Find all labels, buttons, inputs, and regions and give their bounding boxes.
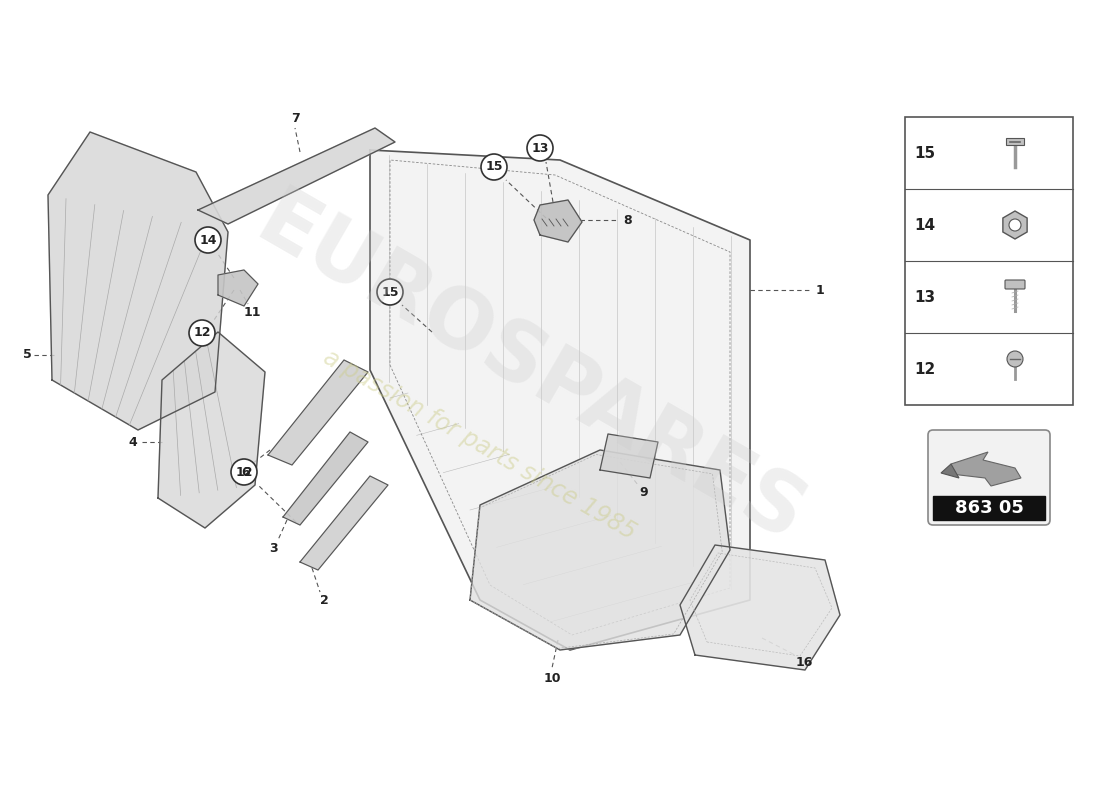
Bar (933, 496, 1045, 520)
Text: 2: 2 (320, 594, 329, 606)
FancyBboxPatch shape (1005, 280, 1025, 289)
Polygon shape (470, 450, 730, 650)
Polygon shape (534, 200, 582, 242)
Text: 3: 3 (270, 542, 278, 554)
Text: 12: 12 (235, 466, 253, 478)
Text: 8: 8 (624, 214, 632, 226)
FancyBboxPatch shape (928, 430, 1050, 525)
Circle shape (527, 135, 553, 161)
Text: 5: 5 (23, 349, 32, 362)
Bar (1006, 138, 1024, 145)
Polygon shape (300, 476, 388, 570)
Polygon shape (268, 360, 368, 465)
Polygon shape (158, 332, 265, 528)
Text: EUROSPARES: EUROSPARES (242, 180, 818, 560)
Text: 4: 4 (129, 435, 138, 449)
Circle shape (1009, 219, 1021, 231)
Text: 15: 15 (382, 286, 398, 298)
Text: 1: 1 (815, 283, 824, 297)
Text: 12: 12 (194, 326, 211, 339)
Circle shape (481, 154, 507, 180)
Text: 10: 10 (543, 671, 561, 685)
Text: 14: 14 (914, 218, 936, 233)
Text: 16: 16 (795, 655, 813, 669)
Text: 12: 12 (914, 362, 936, 377)
Circle shape (377, 279, 403, 305)
Text: 13: 13 (914, 290, 936, 305)
Text: 15: 15 (914, 146, 936, 161)
Circle shape (1006, 351, 1023, 367)
Text: 14: 14 (199, 234, 217, 246)
Text: 15: 15 (485, 161, 503, 174)
Polygon shape (283, 432, 368, 525)
Polygon shape (600, 434, 658, 478)
Polygon shape (370, 150, 750, 650)
Text: 9: 9 (640, 486, 648, 499)
Polygon shape (952, 452, 1021, 486)
Circle shape (195, 227, 221, 253)
Polygon shape (48, 132, 228, 430)
Polygon shape (198, 128, 395, 224)
Bar (905, 117, 1072, 405)
Text: 7: 7 (290, 111, 299, 125)
Text: 6: 6 (242, 466, 251, 478)
Circle shape (189, 320, 214, 346)
Circle shape (231, 459, 257, 485)
Text: 863 05: 863 05 (955, 499, 1023, 517)
Text: a passion for parts since 1985: a passion for parts since 1985 (319, 346, 640, 545)
Polygon shape (680, 545, 840, 670)
Text: 13: 13 (531, 142, 549, 154)
Polygon shape (218, 270, 258, 306)
Text: 11: 11 (243, 306, 261, 318)
Polygon shape (1003, 211, 1027, 239)
Polygon shape (940, 464, 959, 478)
